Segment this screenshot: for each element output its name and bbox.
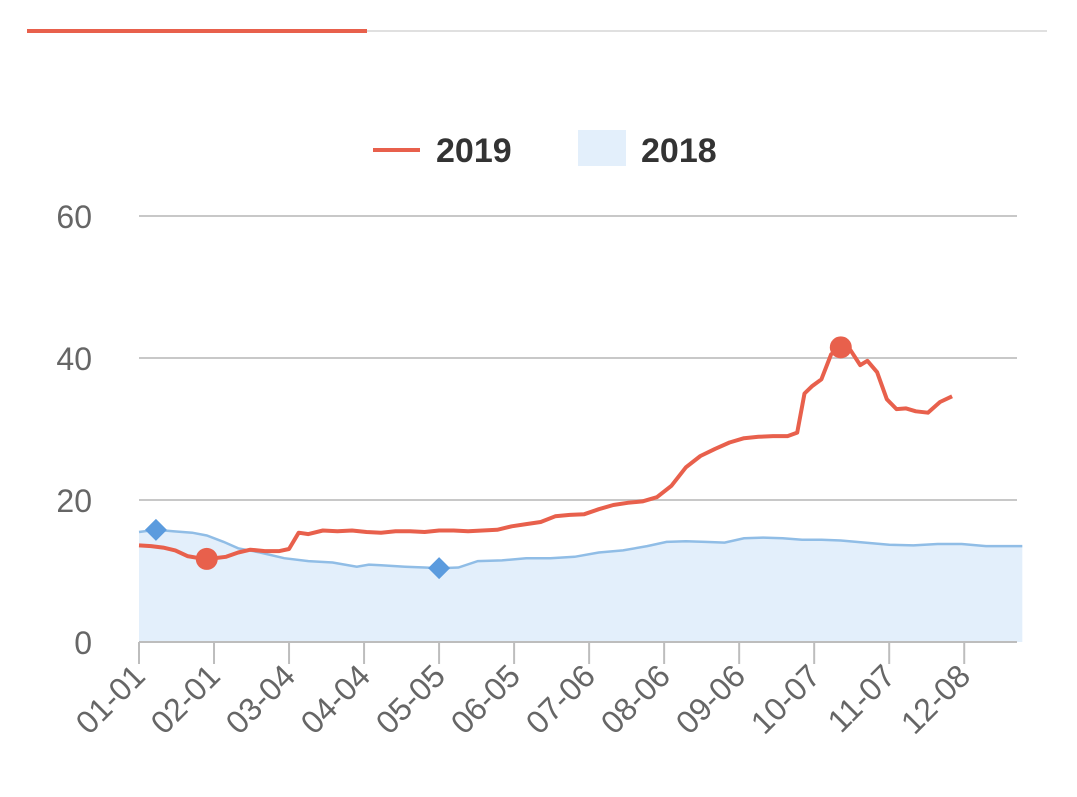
series-2019-marker-1[interactable] [829, 336, 852, 359]
x-tick-label-07-06: 07-06 [519, 657, 602, 740]
series-2018-area [139, 529, 1023, 642]
tab-track [27, 30, 1047, 32]
y-tick-label-60: 60 [56, 199, 92, 235]
series-2018-marker-1[interactable] [428, 557, 451, 580]
x-tick-label-06-05: 06-05 [444, 657, 527, 740]
legend: 2019 2018 [373, 130, 717, 170]
x-tick-label-03-04: 03-04 [219, 657, 302, 740]
y-tick-label-0: 0 [74, 625, 92, 661]
x-tick-label-11-07: 11-07 [821, 657, 903, 739]
series-2018-marker-0[interactable] [144, 518, 167, 541]
x-tick-label-12-08: 12-08 [894, 657, 977, 740]
series-2018-line [138, 528, 1023, 570]
series-2019-line [138, 345, 953, 561]
x-tick-label-02-01: 02-01 [144, 657, 227, 740]
y-tick-label-20: 20 [56, 483, 92, 519]
y-tick-label-40: 40 [56, 341, 92, 377]
x-tick-label-04-04: 04-04 [294, 657, 377, 740]
tab-active-indicator[interactable] [27, 29, 367, 33]
x-tick-label-01-01: 01-01 [69, 657, 152, 740]
x-tick-label-09-06: 09-06 [669, 657, 752, 740]
series-2019-marker-0[interactable] [195, 547, 218, 570]
legend-swatch-2018 [578, 130, 626, 166]
legend-label-2018: 2018 [641, 132, 717, 170]
legend-label-2019: 2019 [436, 132, 512, 170]
x-tick-label-10-07: 10-07 [744, 657, 827, 740]
x-tick-label-08-06: 08-06 [594, 657, 677, 740]
x-tick-label-05-05: 05-05 [369, 657, 452, 740]
tab-indicator-bar [27, 29, 1047, 33]
